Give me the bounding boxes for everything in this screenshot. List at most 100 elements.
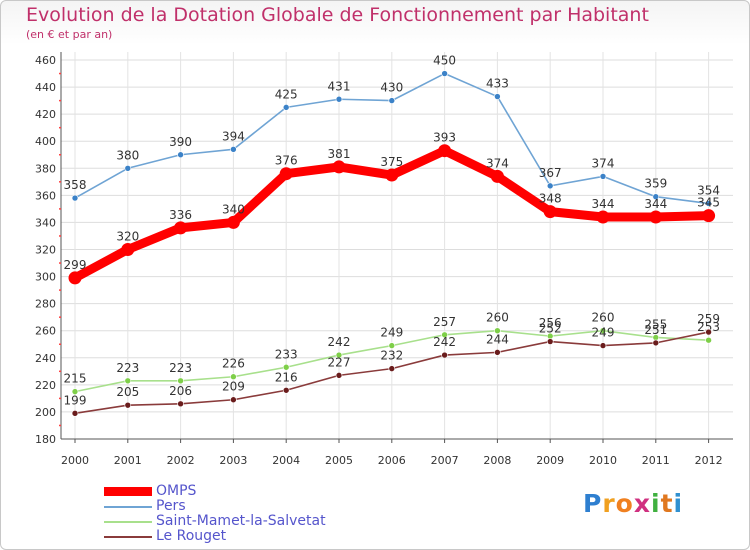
data-label: 226: [222, 357, 245, 371]
data-label: 232: [380, 349, 403, 363]
data-point: [546, 338, 554, 345]
data-point: [177, 377, 184, 385]
data-point: [494, 349, 501, 356]
y-tick-label: 360: [35, 189, 56, 202]
data-label: 251: [644, 323, 667, 337]
data-point: [543, 205, 557, 219]
x-tick-label: 2004: [272, 454, 300, 467]
data-point: [441, 331, 448, 339]
data-point: [335, 351, 343, 359]
y-tick-label: 280: [35, 298, 56, 311]
data-point: [705, 200, 712, 207]
y-tick-label: 260: [35, 325, 56, 338]
data-label: 376: [275, 154, 298, 168]
y-tick-label: 420: [35, 108, 56, 121]
legend-item-omps: OMPS: [104, 484, 326, 499]
data-point: [177, 151, 184, 159]
x-tick-label: 2008: [483, 454, 511, 467]
x-tick-label: 2003: [219, 454, 247, 467]
data-label: 381: [328, 147, 351, 161]
chart-title: Evolution de la Dotation Globale de Fonc…: [26, 4, 649, 26]
data-point: [335, 95, 343, 103]
logo-letter: o: [615, 489, 634, 518]
y-tick-label: 200: [35, 406, 56, 419]
data-label: 390: [169, 135, 192, 149]
y-tick-label: 320: [35, 244, 56, 257]
data-label: 227: [328, 355, 351, 369]
data-point: [388, 365, 396, 372]
data-point: [121, 243, 135, 256]
data-label: 374: [592, 156, 615, 170]
data-label: 206: [169, 384, 192, 398]
data-label: 394: [222, 129, 245, 143]
plot-area: [61, 52, 733, 439]
data-label: 344: [644, 197, 667, 211]
data-point: [282, 104, 290, 111]
logo-letter: t: [660, 489, 674, 518]
data-label: 259: [697, 312, 720, 326]
y-tick-label: 220: [35, 379, 56, 392]
data-point: [71, 409, 79, 417]
data-label: 299: [64, 258, 87, 272]
data-point: [124, 377, 132, 385]
data-label: 433: [486, 77, 509, 91]
data-point: [494, 93, 501, 100]
data-label: 345: [697, 196, 720, 210]
data-point: [490, 169, 504, 183]
data-label: 425: [275, 87, 298, 101]
logo-letter: r: [602, 489, 616, 518]
data-point: [230, 373, 237, 381]
legend-item-saint-mamet: Saint-Mamet-la-Salvetat: [104, 514, 326, 529]
data-point: [388, 342, 396, 349]
y-tick-label: 340: [35, 216, 56, 229]
data-label: 359: [644, 177, 667, 191]
data-point: [649, 210, 663, 224]
data-label: 380: [116, 148, 139, 162]
data-point: [282, 363, 290, 371]
y-tick-label: 240: [35, 352, 56, 365]
data-label: 256: [539, 316, 562, 330]
x-tick-label: 2005: [325, 454, 353, 467]
data-point: [599, 173, 607, 180]
data-label: 233: [275, 347, 298, 361]
data-point: [494, 327, 501, 335]
data-point: [702, 209, 716, 223]
data-point: [335, 372, 343, 379]
data-point: [599, 342, 607, 349]
data-point: [332, 160, 346, 174]
logo-letter: i: [651, 489, 661, 518]
data-label: 252: [539, 322, 562, 336]
data-label: 375: [380, 155, 403, 169]
data-point: [279, 167, 293, 181]
x-tick-label: 2009: [536, 454, 564, 467]
data-label: 215: [64, 372, 87, 386]
data-label: 223: [116, 361, 139, 375]
data-label: 430: [380, 81, 403, 95]
x-tick-label: 2002: [167, 454, 195, 467]
data-label: 450: [433, 54, 456, 68]
data-label: 253: [697, 320, 720, 334]
data-label: 260: [592, 311, 615, 325]
data-point: [652, 339, 660, 347]
data-label: 223: [169, 361, 192, 375]
data-point: [596, 210, 610, 224]
legend-swatch-omps: [104, 487, 152, 496]
y-tick-label: 180: [35, 433, 56, 446]
data-point: [71, 194, 79, 202]
data-label: 367: [539, 166, 562, 180]
chart-subtitle: (en € et par an): [26, 28, 113, 41]
y-tick-label: 300: [35, 271, 56, 284]
data-point: [230, 396, 237, 404]
legend-label-pers: Pers: [156, 498, 186, 514]
data-label: 216: [275, 370, 298, 384]
data-point: [652, 193, 660, 201]
data-point: [230, 146, 237, 153]
data-point: [71, 388, 79, 395]
data-label: 249: [380, 326, 403, 340]
x-tick-label: 2000: [61, 454, 89, 467]
logo-letter: x: [633, 489, 651, 518]
data-label: 336: [169, 208, 192, 222]
legend-item-pers: Pers: [104, 499, 326, 514]
x-tick-label: 2010: [589, 454, 617, 467]
